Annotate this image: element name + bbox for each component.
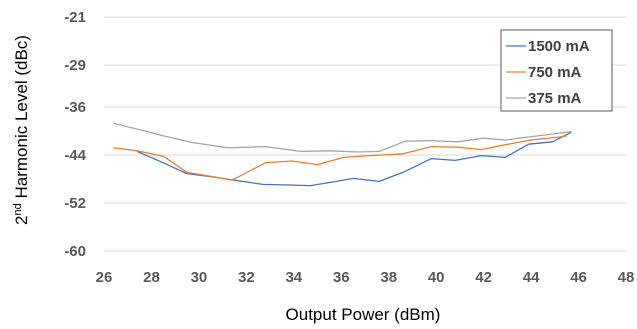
y-tick-labels: -21 -29 -36 -44 -52 -60 [64, 9, 86, 260]
x-tick-label: 48 [618, 269, 635, 286]
grid-lines [104, 16, 626, 252]
y-axis-title-main: 2 [12, 215, 31, 224]
x-tick-label: 30 [191, 269, 208, 286]
series-line-750ma [113, 135, 567, 181]
x-tick-label: 44 [523, 269, 540, 286]
legend-label-375ma: 375 mA [528, 90, 582, 107]
y-axis-title-superscript: nd [12, 203, 24, 215]
x-tick-labels: 26 28 30 32 34 36 38 40 42 44 46 48 [96, 269, 635, 286]
legend-label-1500ma: 1500 mA [528, 38, 590, 55]
x-tick-label: 34 [285, 269, 302, 286]
x-tick-label: 32 [238, 269, 255, 286]
x-axis-title: Output Power (dBm) [286, 305, 441, 324]
y-tick-label: -60 [64, 243, 86, 260]
x-tick-label: 46 [570, 269, 587, 286]
x-tick-label: 28 [143, 269, 160, 286]
legend-label-750ma: 750 mA [528, 64, 582, 81]
series-lines [113, 122, 572, 187]
legend: 1500 mA 750 mA 375 mA [500, 29, 613, 112]
y-tick-label: -52 [64, 195, 86, 212]
series-line-375ma [113, 122, 572, 153]
x-tick-label: 26 [96, 269, 113, 286]
y-axis-title-rest: Harmonic Level (dBc) [12, 35, 31, 203]
y-tick-label: -44 [64, 147, 86, 164]
y-axis-title: 2nd Harmonic Level (dBc) [12, 35, 31, 225]
y-tick-label: -29 [64, 57, 86, 74]
x-tick-label: 40 [428, 269, 445, 286]
y-tick-label: -36 [64, 99, 86, 116]
x-tick-label: 38 [380, 269, 397, 286]
x-tick-label: 36 [333, 269, 350, 286]
x-tick-label: 42 [475, 269, 492, 286]
y-tick-label: -21 [64, 9, 86, 26]
